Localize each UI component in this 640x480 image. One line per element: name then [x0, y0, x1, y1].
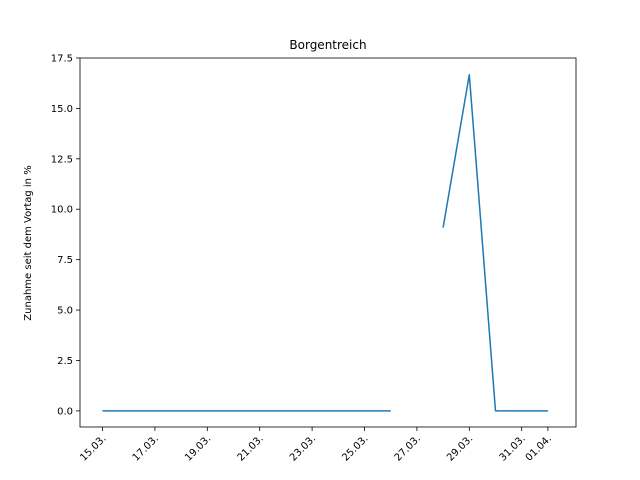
y-tick-label: 15.0: [51, 104, 73, 115]
plot-area: 15.03. 17.03. 19.03. 21.03. 23.03. 25.03. 27.0…: [51, 54, 554, 464]
x-tick-label: 17.03.: [131, 433, 161, 463]
y-tick-label: 0.0: [57, 406, 73, 417]
x-tick-label: 25.03.: [340, 433, 370, 463]
x-tick-label: 19.03.: [183, 433, 213, 463]
x-tick-label: 15.03.: [78, 433, 108, 463]
chart-title: Borgentreich: [289, 38, 366, 52]
series-line: [442, 73, 548, 412]
x-tick-label: 27.03.: [393, 433, 423, 463]
x-tick-label: 23.03.: [288, 433, 318, 463]
y-tick-label: 2.5: [57, 356, 73, 367]
y-tick-label: 10.0: [51, 205, 73, 216]
x-tick-label: 31.03.: [498, 433, 528, 463]
y-axis-label: Zunahme seit dem Vortag in %: [23, 165, 34, 320]
y-tick-label: 7.5: [57, 255, 73, 266]
x-tick-label: 21.03.: [236, 433, 266, 463]
x-tick-label: 01.04.: [524, 433, 554, 463]
plot-frame: [79, 57, 577, 428]
y-tick-label: 5.0: [57, 306, 73, 317]
x-tick-label: 29.03.: [445, 433, 475, 463]
y-tick-label: 17.5: [51, 54, 73, 65]
y-tick-label: 12.5: [51, 154, 73, 165]
